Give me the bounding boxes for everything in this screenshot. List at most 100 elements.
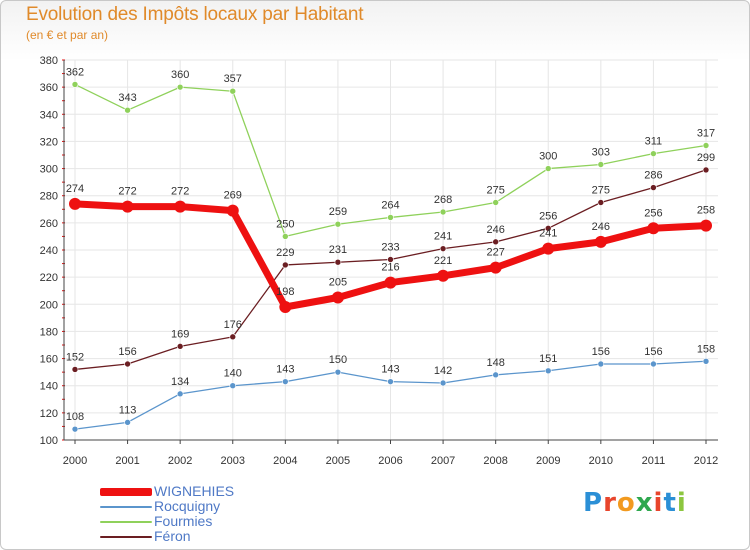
data-label-fourmies: 362	[66, 66, 84, 78]
data-label-fourmies: 303	[592, 147, 610, 159]
y-tick-label: 340	[40, 109, 58, 121]
data-point-fourmies	[124, 106, 131, 114]
data-label-wignehies: 198	[276, 286, 294, 298]
data-label-wignehies: 274	[66, 183, 84, 195]
data-label-rocquigny: 158	[697, 343, 715, 355]
data-point-fourmies	[71, 81, 79, 88]
data-point-rocquigny	[71, 425, 79, 433]
data-label-rocquigny: 113	[119, 404, 137, 416]
data-label-wignehies: 272	[171, 186, 189, 198]
data-label-rocquigny: 151	[539, 353, 557, 365]
y-tick-label: 360	[40, 82, 58, 94]
data-point-wignehies	[331, 291, 344, 304]
data-point-fourmies	[492, 199, 499, 206]
data-point-rocquigny	[124, 419, 131, 426]
x-tick-label: 2009	[536, 455, 560, 467]
data-label-feron: 156	[118, 346, 136, 358]
data-label-wignehies: 269	[224, 190, 242, 202]
data-point-fourmies	[282, 233, 289, 240]
y-tick-label: 220	[40, 272, 58, 284]
data-point-feron	[334, 258, 342, 266]
data-point-wignehies	[121, 200, 134, 213]
y-tick-label: 180	[40, 326, 58, 338]
x-tick-label: 2011	[642, 455, 666, 467]
x-tick-label: 2008	[483, 455, 507, 467]
data-point-fourmies	[334, 220, 342, 228]
data-label-fourmies: 317	[697, 128, 715, 140]
x-tick-label: 2005	[326, 455, 350, 467]
data-point-fourmies	[544, 165, 552, 172]
data-label-rocquigny: 156	[592, 346, 610, 358]
data-label-wignehies: 216	[381, 262, 399, 274]
y-tick-label: 120	[40, 408, 58, 420]
logo-letter: i	[676, 488, 687, 518]
data-point-wignehies	[594, 235, 607, 248]
y-tick-label: 320	[40, 136, 58, 148]
logo-letter: x	[635, 488, 654, 518]
data-label-feron: 299	[697, 152, 715, 164]
y-tick-label: 260	[40, 218, 58, 230]
data-label-fourmies: 259	[329, 206, 347, 218]
data-label-feron: 256	[539, 210, 557, 222]
data-point-feron	[492, 238, 499, 246]
legend-swatch	[100, 506, 152, 508]
data-point-rocquigny	[334, 368, 342, 376]
data-label-wignehies: 227	[486, 247, 504, 259]
data-label-rocquigny: 108	[66, 411, 84, 423]
data-label-feron: 246	[486, 224, 504, 236]
y-tick-label: 100	[40, 435, 58, 447]
data-label-wignehies: 241	[539, 228, 557, 240]
logo-letter: i	[653, 488, 664, 518]
data-point-feron	[650, 184, 657, 191]
data-label-feron: 229	[276, 247, 294, 259]
data-point-rocquigny	[702, 357, 710, 365]
data-point-feron	[282, 261, 289, 269]
data-label-rocquigny: 150	[329, 354, 347, 366]
data-point-wignehies	[384, 276, 397, 289]
logo-letter: P	[583, 488, 604, 518]
legend-label: Féron	[154, 528, 191, 544]
data-point-rocquigny	[282, 378, 289, 385]
data-point-rocquigny	[387, 378, 394, 385]
data-point-rocquigny	[650, 360, 657, 368]
legend-label: Fourmies	[154, 513, 213, 529]
data-point-feron	[702, 166, 710, 174]
data-label-feron: 176	[224, 319, 242, 331]
data-point-wignehies	[226, 204, 239, 217]
x-tick-label: 2012	[694, 455, 718, 467]
data-point-feron	[597, 199, 605, 206]
legend-label: WIGNEHIES	[154, 483, 235, 499]
data-label-feron: 231	[329, 244, 347, 256]
data-point-rocquigny	[439, 379, 447, 387]
data-label-wignehies: 246	[592, 221, 610, 233]
x-tick-label: 2006	[378, 455, 402, 467]
legend-swatch	[100, 521, 152, 523]
logo-letter: r	[603, 488, 617, 518]
data-point-feron	[439, 245, 447, 252]
data-point-feron	[387, 256, 394, 263]
data-label-feron: 286	[644, 170, 662, 182]
data-point-wignehies	[437, 269, 450, 282]
data-label-rocquigny: 134	[171, 376, 189, 388]
logo-letter: t	[663, 488, 677, 518]
data-label-fourmies: 250	[276, 218, 294, 230]
data-label-feron: 152	[66, 351, 84, 363]
y-tick-label: 200	[40, 299, 58, 311]
data-point-feron	[124, 360, 131, 368]
data-point-wignehies	[542, 242, 555, 255]
y-tick-label: 160	[40, 354, 58, 366]
y-tick-label: 380	[40, 55, 58, 67]
x-tick-label: 2007	[431, 455, 455, 467]
data-label-rocquigny: 142	[434, 365, 452, 377]
data-label-wignehies: 258	[697, 205, 715, 217]
data-label-fourmies: 311	[645, 136, 663, 148]
data-label-feron: 233	[381, 242, 399, 254]
data-label-fourmies: 343	[118, 92, 136, 104]
chart-subtitle: (en € et par an)	[26, 28, 109, 42]
data-label-fourmies: 264	[381, 199, 399, 211]
data-point-fourmies	[597, 161, 605, 168]
x-tick-label: 2004	[273, 455, 297, 467]
y-tick-label: 280	[40, 191, 58, 203]
data-point-wignehies	[700, 219, 712, 232]
